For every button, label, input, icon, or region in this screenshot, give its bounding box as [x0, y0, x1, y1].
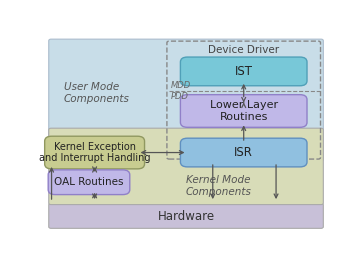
Text: IST: IST: [235, 65, 253, 78]
Text: OAL Routines: OAL Routines: [54, 177, 124, 187]
Text: Device Driver: Device Driver: [208, 45, 279, 55]
Text: User Mode
Components: User Mode Components: [64, 82, 130, 104]
Text: MDD: MDD: [171, 81, 191, 90]
Text: PDD: PDD: [171, 92, 188, 101]
FancyBboxPatch shape: [45, 136, 144, 169]
FancyBboxPatch shape: [180, 57, 307, 86]
FancyBboxPatch shape: [180, 95, 307, 127]
FancyBboxPatch shape: [49, 128, 323, 205]
FancyBboxPatch shape: [49, 39, 323, 161]
FancyBboxPatch shape: [49, 203, 323, 228]
Text: Hardware: Hardware: [158, 210, 215, 223]
Text: Kernel Mode
Components: Kernel Mode Components: [186, 175, 252, 197]
Text: Lower Layer
Routines: Lower Layer Routines: [210, 100, 278, 122]
FancyBboxPatch shape: [180, 138, 307, 167]
FancyBboxPatch shape: [48, 170, 130, 195]
Text: Kernel Exception
and Interrupt Handling: Kernel Exception and Interrupt Handling: [39, 142, 150, 163]
Text: ISR: ISR: [234, 146, 253, 159]
